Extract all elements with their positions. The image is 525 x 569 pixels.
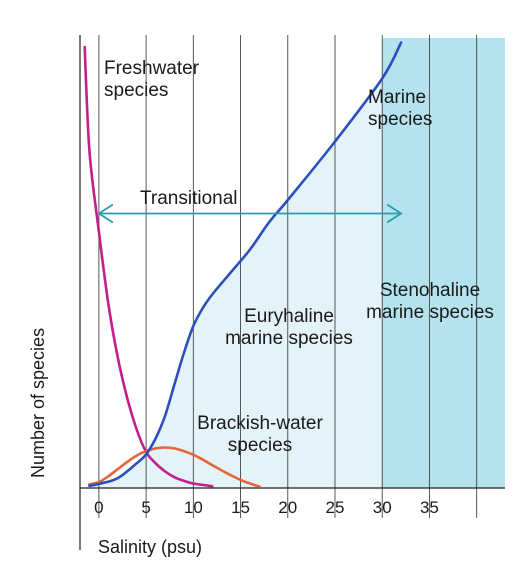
freshwater-label-text: Freshwater species bbox=[104, 58, 200, 101]
brackish-label: Brackish-water species bbox=[190, 413, 330, 457]
marine-label-text: Marine species bbox=[368, 87, 433, 130]
x-tick-label: 25 bbox=[325, 498, 345, 517]
marine-speciescurve bbox=[88, 41, 403, 488]
transitional-label: Transitional bbox=[140, 188, 238, 210]
transitional-arrow-left-head bbox=[97, 203, 114, 224]
x-tick-label: 0 bbox=[94, 498, 104, 517]
marine-label: Marine species bbox=[368, 87, 458, 131]
transitional-label-text: Transitional bbox=[140, 188, 238, 209]
transitional-arrow-right-head bbox=[386, 203, 403, 224]
stenohaline-shade bbox=[382, 38, 505, 488]
euryhaline-label-text: Euryhaline marine species bbox=[225, 306, 353, 349]
x-axis-label-text: Salinity (psu) bbox=[98, 537, 203, 557]
stenohaline-label-text: Stenohaline marine species bbox=[366, 280, 494, 323]
euryhaline-label: Euryhaline marine species bbox=[224, 306, 354, 350]
freshwater-label: Freshwater species bbox=[104, 58, 244, 102]
x-tick-label: 35 bbox=[419, 498, 439, 517]
x-axis-label: Salinity (psu) bbox=[98, 536, 202, 558]
transitional-arrow bbox=[97, 203, 403, 224]
y-axis-label: Number of species bbox=[28, 328, 49, 478]
stenohaline-label: Stenohaline marine species bbox=[366, 280, 494, 324]
gridlines bbox=[98, 35, 478, 518]
x-tick-label: 10 bbox=[183, 498, 203, 517]
x-tick-label: 15 bbox=[231, 498, 250, 517]
y-axis-label-text: Number of species bbox=[28, 327, 48, 478]
brackish-label-text: Brackish-water species bbox=[197, 413, 323, 456]
freshwater-speciescurve bbox=[83, 45, 214, 488]
series-layer bbox=[83, 41, 403, 488]
x-tick-label: 5 bbox=[141, 498, 151, 517]
x-tick-label: 30 bbox=[372, 498, 392, 517]
x-tick-label: 20 bbox=[278, 498, 298, 517]
brackish-water-speciescurve bbox=[88, 446, 261, 488]
